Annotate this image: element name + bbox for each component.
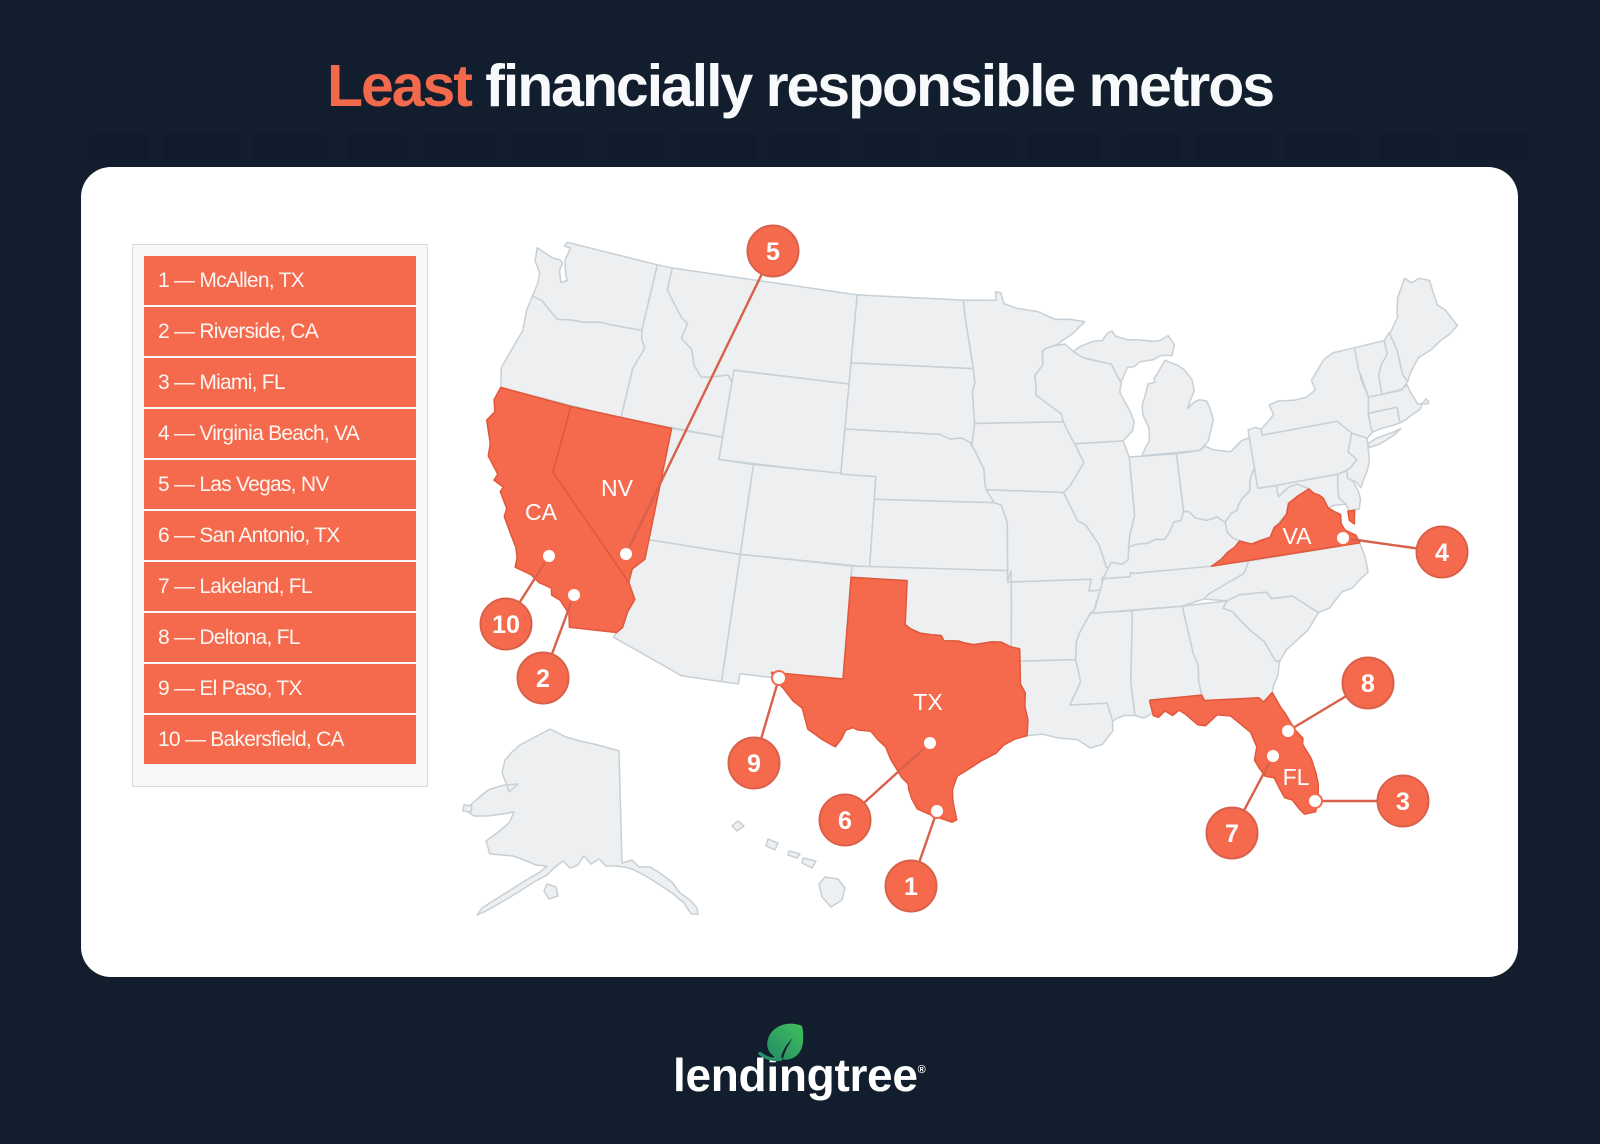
svg-text:2: 2 xyxy=(536,665,550,693)
svg-text:TX: TX xyxy=(913,689,942,715)
svg-text:7: 7 xyxy=(1225,820,1239,848)
svg-text:6: 6 xyxy=(838,807,852,835)
svg-text:VA: VA xyxy=(1283,523,1313,549)
svg-text:NV: NV xyxy=(601,475,634,501)
svg-text:FL: FL xyxy=(1283,764,1310,790)
svg-text:5: 5 xyxy=(766,238,780,266)
svg-text:8: 8 xyxy=(1361,670,1375,698)
svg-text:9: 9 xyxy=(747,750,761,778)
svg-text:CA: CA xyxy=(525,499,558,525)
svg-text:1: 1 xyxy=(904,873,918,901)
svg-text:4: 4 xyxy=(1435,539,1449,567)
svg-text:10: 10 xyxy=(492,611,520,639)
svg-text:3: 3 xyxy=(1396,788,1410,816)
